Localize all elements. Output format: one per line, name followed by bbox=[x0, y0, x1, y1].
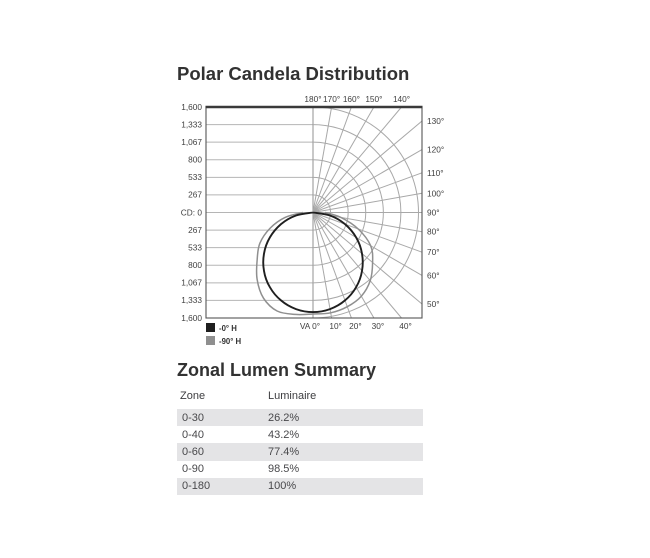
angle-label-top: 150° bbox=[365, 94, 382, 104]
cd-ring-arc bbox=[312, 194, 332, 231]
zone-cell: 0-60 bbox=[182, 445, 205, 458]
angle-label-bottom: 10° bbox=[329, 321, 342, 331]
cd-axis-label: 1,067 bbox=[181, 278, 202, 288]
cd-ring-arc bbox=[312, 141, 384, 284]
cd-axis-label: 1,600 bbox=[181, 102, 202, 112]
radial-gridline bbox=[312, 212, 423, 305]
angle-label-right: 80° bbox=[427, 227, 440, 237]
cd-ring-arc bbox=[312, 159, 367, 266]
radial-gridline bbox=[312, 212, 375, 319]
table-row: 0-90 98.5% bbox=[177, 461, 423, 478]
radial-gridline bbox=[312, 120, 423, 213]
angle-label-top: 180° bbox=[304, 94, 321, 104]
radial-gridline bbox=[312, 106, 375, 213]
angle-label-right: 60° bbox=[427, 270, 440, 280]
va-zero-label: VA 0° bbox=[300, 321, 320, 331]
angle-label-right: 120° bbox=[427, 145, 444, 155]
zone-cell: 0-90 bbox=[182, 463, 205, 476]
zone-column-header: Zone bbox=[180, 390, 206, 402]
table-header-row: Zone Luminaire bbox=[177, 388, 423, 409]
zone-cell: 0-30 bbox=[182, 411, 205, 424]
cd-ring-arc bbox=[312, 176, 349, 249]
zonal-table-title: Zonal Lumen Summary bbox=[177, 360, 377, 380]
table-row: 0-40 43.2% bbox=[177, 426, 423, 443]
luminaire-cell: 77.4% bbox=[268, 445, 300, 458]
candela-curve-0h bbox=[262, 211, 364, 314]
luminaire-cell: 98.5% bbox=[268, 463, 300, 476]
cd-axis-label: 533 bbox=[188, 242, 202, 252]
angle-label-right: 70° bbox=[427, 247, 440, 257]
cd-axis-label: 1,333 bbox=[181, 119, 202, 129]
angle-label-top: 160° bbox=[343, 94, 360, 104]
table-row: 0-30 26.2% bbox=[177, 409, 423, 427]
radial-gridline bbox=[312, 212, 423, 253]
legend-swatch bbox=[206, 336, 215, 345]
zone-cell: 0-180 bbox=[182, 480, 211, 493]
polar-candela-chart: 1,600 1,333 1,067 800 533 267 CD: 0 267 533 800 1,… bbox=[181, 94, 444, 346]
cd-axis-label: 800 bbox=[188, 260, 202, 270]
angle-label-right: 100° bbox=[427, 188, 444, 198]
cd-axis-label: 1,600 bbox=[181, 313, 202, 323]
cd-ring-arc bbox=[312, 124, 402, 301]
candela-curve-90h bbox=[255, 211, 374, 316]
table-body: 0-30 26.2% 0-40 43.2% 0-60 77.4% 0-90 98.5% 0-18… bbox=[177, 409, 423, 495]
table-row: 0-60 77.4% bbox=[177, 443, 423, 461]
cd-axis-label: 1,067 bbox=[181, 137, 202, 147]
cd-axis-label: 267 bbox=[188, 225, 202, 235]
cd-axis-label: 800 bbox=[188, 155, 202, 165]
angle-label-top: 140° bbox=[393, 94, 410, 104]
luminaire-cell: 100% bbox=[268, 480, 297, 493]
cd-axis-label: 1,333 bbox=[181, 295, 202, 305]
cd-axis-label: CD: 0 bbox=[181, 207, 203, 217]
angle-label-right: 110° bbox=[427, 168, 444, 178]
legend-label: -90° H bbox=[219, 337, 242, 346]
radial-gridline bbox=[312, 106, 352, 213]
polar-chart-title: Polar Candela Distribution bbox=[177, 63, 410, 84]
cd-axis-label: 533 bbox=[188, 172, 202, 182]
radial-gridline bbox=[312, 172, 423, 213]
radial-gridline bbox=[312, 212, 402, 319]
radial-gridline bbox=[312, 149, 423, 213]
angle-label-right: 50° bbox=[427, 299, 440, 309]
legend-swatch bbox=[206, 323, 215, 332]
radial-gridline bbox=[312, 106, 402, 213]
angle-label-bottom: 20° bbox=[349, 321, 362, 331]
luminaire-column-header: Luminaire bbox=[268, 390, 317, 402]
zonal-lumen-table: Zone Luminaire 0-30 26.2% 0-40 43.2% 0-60 77.… bbox=[177, 388, 423, 495]
cd-axis-label: 267 bbox=[188, 190, 202, 200]
legend-label: -0° H bbox=[219, 324, 237, 333]
radial-gridline bbox=[312, 192, 423, 213]
angle-label-bottom: 30° bbox=[372, 321, 385, 331]
radial-gridline bbox=[312, 212, 423, 276]
angle-label-bottom: 40° bbox=[399, 321, 412, 331]
luminaire-cell: 26.2% bbox=[268, 411, 300, 424]
zone-cell: 0-40 bbox=[182, 428, 205, 441]
angle-label-right: 90° bbox=[427, 208, 440, 218]
luminaire-cell: 43.2% bbox=[268, 428, 300, 441]
angle-label-top: 170° bbox=[323, 94, 340, 104]
table-row: 0-180 100% bbox=[177, 477, 423, 495]
angle-label-right: 130° bbox=[427, 116, 444, 126]
cd-ring-arc bbox=[312, 106, 419, 319]
